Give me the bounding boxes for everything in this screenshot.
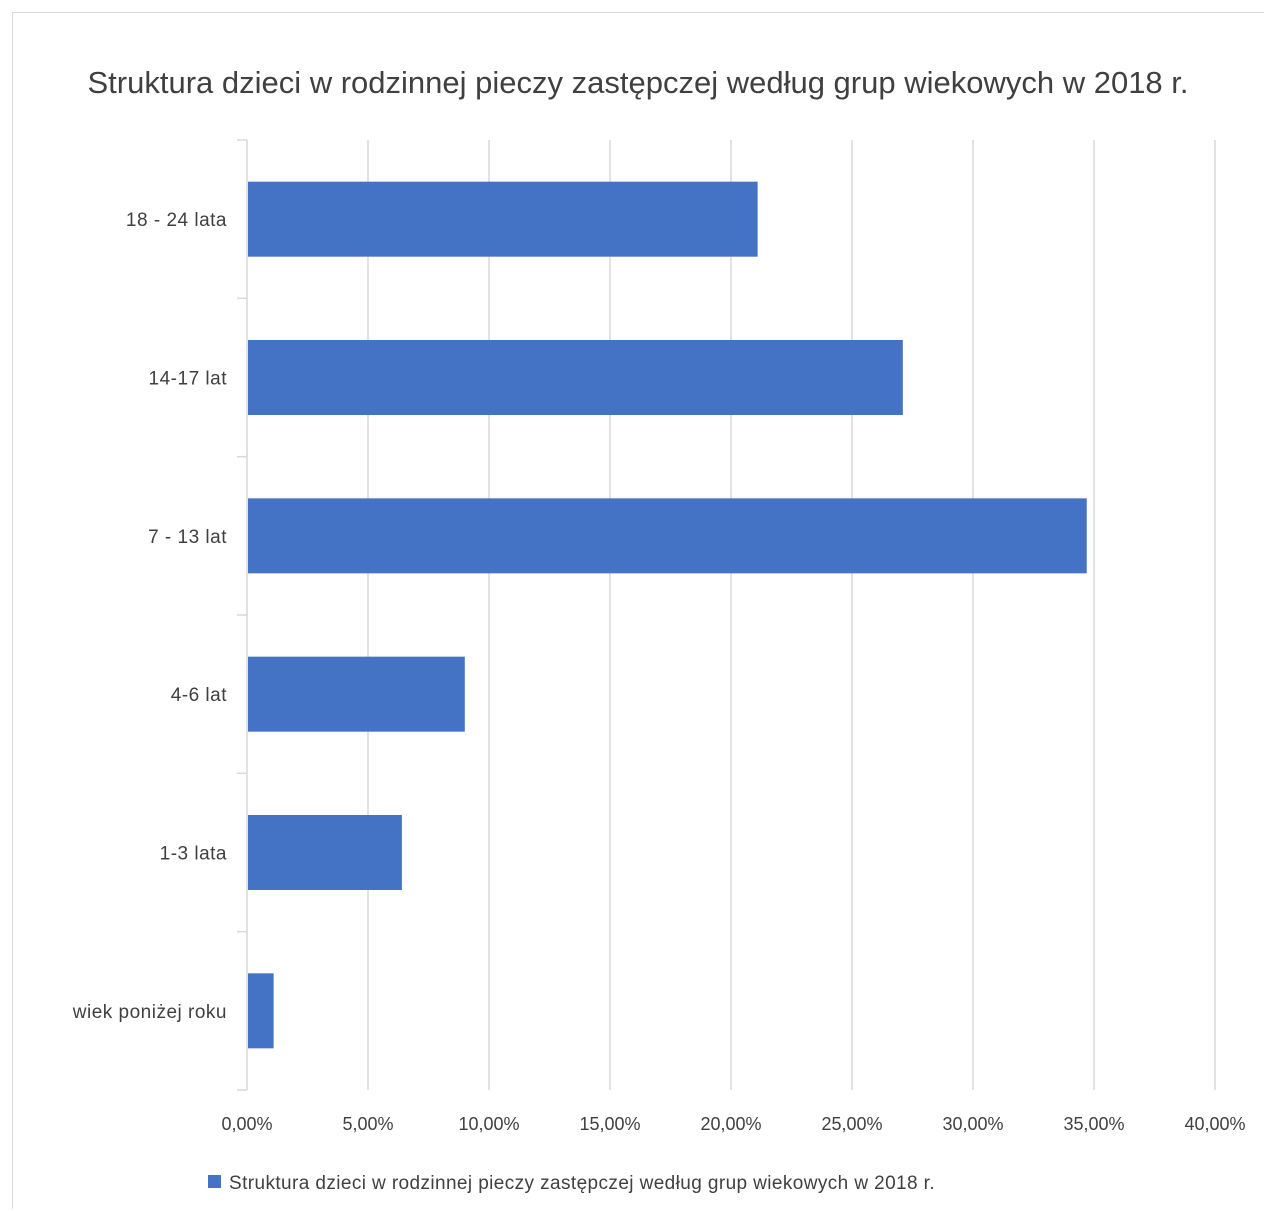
y-category-label: wiek poniżej roku [72, 1002, 227, 1023]
y-category-label: 7 - 13 lat [148, 527, 227, 548]
chart-frame [12, 12, 1264, 1209]
y-category-label: 14-17 lat [149, 369, 228, 390]
x-tick-label: 20,00% [700, 1114, 761, 1134]
x-tick-label: 15,00% [579, 1114, 640, 1134]
x-tick-label: 35,00% [1063, 1114, 1124, 1134]
x-tick-label: 0,00% [221, 1114, 272, 1134]
bar[interactable] [248, 973, 274, 1049]
category-labels: 18 - 24 lata 14-17 lat 7 - 13 lat 4-6 lat 1-… [72, 210, 227, 1023]
legend[interactable]: Struktura dzieci w rodzinnej pieczy zast… [208, 1173, 935, 1194]
bar[interactable] [248, 498, 1087, 574]
category-axis [237, 139, 248, 1091]
x-tick-label: 40,00% [1184, 1114, 1245, 1134]
x-tick-label: 10,00% [458, 1114, 519, 1134]
gridlines [367, 140, 1216, 1090]
bar[interactable] [248, 815, 402, 890]
x-tick-label: 30,00% [942, 1114, 1003, 1134]
bar[interactable] [248, 181, 758, 257]
y-category-label: 18 - 24 lata [126, 210, 227, 231]
chart-title: Struktura dzieci w rodzinnej pieczy zast… [87, 65, 1188, 100]
x-tick-label: 5,00% [342, 1114, 393, 1134]
bars [248, 181, 1087, 1049]
y-category-label: 1-3 lata [160, 844, 227, 865]
legend-swatch [208, 1175, 221, 1188]
x-tick-label: 25,00% [821, 1114, 882, 1134]
legend-label: Struktura dzieci w rodzinnej pieczy zast… [229, 1173, 935, 1194]
bar[interactable] [248, 340, 903, 415]
y-category-label: 4-6 lat [171, 685, 228, 706]
value-axis-labels: 0,00% 5,00% 10,00% 15,00% 20,00% 25,00% 30,00%… [221, 1114, 1245, 1134]
bar[interactable] [248, 656, 465, 732]
